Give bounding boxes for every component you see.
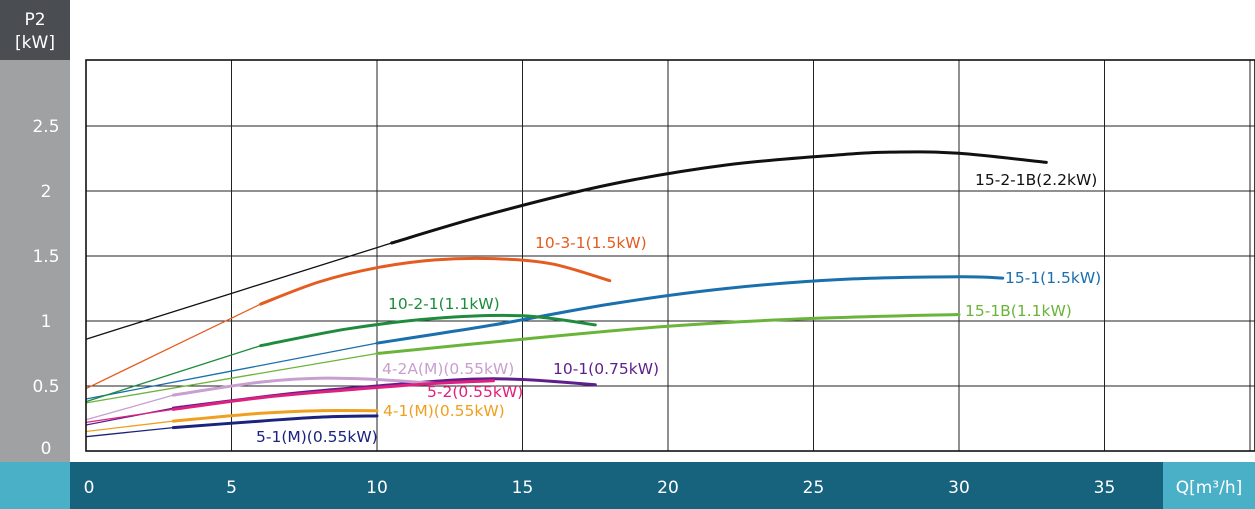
y-axis-band	[0, 0, 70, 462]
plot-border	[85, 59, 1255, 452]
series-line-thin-15-1-1-5kw	[85, 342, 378, 400]
series-label-4-1-m-0-55kw: 4-1(M)(0.55kW)	[383, 402, 505, 420]
y-tick-label: 1.5	[32, 247, 59, 267]
series-line-thin-5-1-m-0-55kw	[85, 426, 174, 438]
x-tick-label: 10	[366, 478, 388, 498]
y-tick-label: 0.5	[32, 377, 59, 397]
series-label-10-1-0-75kw: 10-1(0.75kW)	[553, 360, 659, 378]
series-line-15-2-1b-2-2kw	[390, 150, 1048, 245]
series-lines	[85, 150, 1048, 438]
x-axis-band	[70, 462, 1163, 509]
y-tick-label: 0	[41, 439, 52, 459]
x-axis-title-box	[1163, 462, 1255, 509]
series-label-5-1-m-0-55kw: 5-1(M)(0.55kW)	[256, 428, 378, 446]
series-label-15-2-1b-2-2kw: 15-2-1B(2.2kW)	[975, 171, 1097, 189]
x-tick-label: 25	[803, 478, 825, 498]
series-label-15-1-1-5kw: 15-1(1.5kW)	[1005, 269, 1101, 287]
series-line-10-2-1-1-1kw	[259, 313, 597, 348]
x-tick-label: 5	[226, 478, 237, 498]
x-tick-label: 20	[657, 478, 679, 498]
x-axis-band-left-cap	[0, 462, 70, 509]
series-line-4-2a-m-0-55kw	[171, 376, 437, 397]
series-line-thin-10-2-1-1-1kw	[85, 345, 261, 403]
y-axis-title-line1: P2	[24, 10, 45, 30]
series-label-10-3-1-1-5kw: 10-3-1(1.5kW)	[535, 234, 647, 252]
series-line-thin-4-2a-m-0-55kw	[85, 394, 174, 421]
series-label-5-2-0-55kw: 5-2(0.55kW)	[427, 383, 523, 401]
series-line-5-1-m-0-55kw	[171, 414, 379, 430]
series-label-10-2-1-1-1kw: 10-2-1(1.1kW)	[388, 295, 500, 313]
y-axis-title-box	[0, 0, 70, 60]
grid-lines	[86, 60, 1255, 451]
series-line-15-1-1-5kw	[375, 275, 1005, 345]
x-tick-label: 15	[512, 478, 534, 498]
series-line-15-1b-1-1kw	[375, 313, 961, 355]
x-axis-title: Q[m³/h]	[1176, 478, 1243, 498]
tick-labels: 0 5 10 15 20 25 30 35 0 0.5 1 1.5 2 2.5	[32, 117, 1115, 498]
series-line-4-1-m-0-55kw	[171, 409, 379, 423]
y-tick-label: 2	[41, 182, 52, 202]
y-tick-label: 2.5	[32, 117, 59, 137]
series-line-5-2-0-55kw	[171, 379, 495, 411]
y-tick-label: 1	[41, 312, 52, 332]
series-label-4-2a-m-0-55kw: 4-2A(M)(0.55kW)	[382, 360, 514, 378]
series-line-thin-4-1-m-0-55kw	[85, 420, 174, 433]
x-tick-label: 35	[1094, 478, 1116, 498]
series-line-thin-5-2-0-55kw	[85, 408, 174, 424]
x-tick-label: 0	[84, 478, 95, 498]
series-line-thin-15-2-1b-2-2kw	[85, 242, 392, 340]
series-line-10-3-1-1-5kw	[259, 256, 612, 306]
series-label-15-1b-1-1kw: 15-1B(1.1kW)	[965, 302, 1072, 320]
series-labels: 15-2-1B(2.2kW) 10-3-1(1.5kW) 15-1(1.5kW) 15…	[256, 171, 1101, 446]
series-line-thin-10-3-1-1-5kw	[85, 303, 261, 390]
series-line-thin-15-1b-1-1kw	[85, 352, 378, 404]
x-tick-label: 30	[948, 478, 970, 498]
y-axis-title-line2: [kW]	[15, 33, 55, 53]
